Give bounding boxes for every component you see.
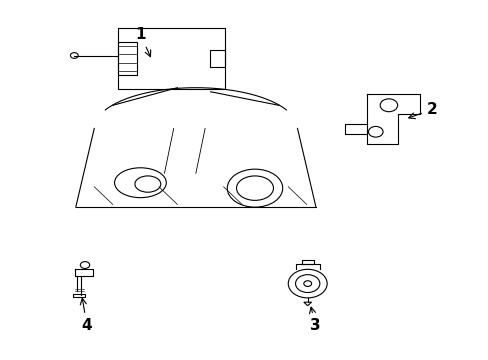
- Bar: [301, 260, 313, 264]
- Bar: [118, 42, 137, 75]
- Bar: [209, 50, 224, 67]
- Text: 1: 1: [135, 27, 150, 57]
- Bar: [73, 294, 85, 297]
- Text: 2: 2: [408, 102, 437, 119]
- Text: 3: 3: [309, 307, 320, 333]
- Bar: [118, 28, 224, 89]
- Text: 4: 4: [80, 298, 92, 333]
